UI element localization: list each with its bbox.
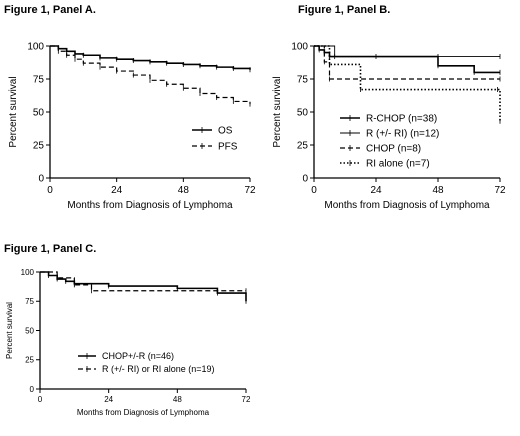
legend-label: R (+/- RI) (n=12) <box>366 129 439 140</box>
panel-a-title: Figure 1, Panel A. <box>4 4 96 16</box>
y-tick-label: 100 <box>27 42 44 53</box>
panel-b-chart: 0 24 48 72 0 25 50 75 100 Months from Diagnosis o… <box>272 42 506 212</box>
x-tick-label: 24 <box>111 185 123 196</box>
y-tick-label: 75 <box>33 75 45 86</box>
x-axis-label: Months from Diagnosis of Lymphoma <box>324 200 490 211</box>
legend-label: OS <box>218 126 233 137</box>
x-tick-label: 72 <box>242 395 251 404</box>
panel-a-chart: 0 24 48 72 0 25 50 75 100 Months from Diagnosis o… <box>8 42 256 212</box>
panel-c-title: Figure 1, Panel C. <box>4 243 97 255</box>
legend-label: CHOP (n=8) <box>366 144 421 155</box>
x-tick-label: 72 <box>494 185 506 196</box>
y-tick-label: 50 <box>33 108 45 119</box>
x-tick-label: 24 <box>370 185 382 196</box>
series-line <box>40 271 246 292</box>
series-line <box>314 45 500 80</box>
y-tick-label: 25 <box>33 141 45 152</box>
series-line <box>314 45 500 74</box>
series-line <box>314 45 501 122</box>
legend-label: R (+/- RI) or RI alone (n=19) <box>102 364 215 374</box>
y-tick-label: 75 <box>25 297 34 306</box>
y-tick-label: 75 <box>297 75 309 86</box>
x-tick-label: 48 <box>178 185 190 196</box>
y-tick-label: 25 <box>25 356 34 365</box>
y-axis-label: Percent survival <box>5 302 14 359</box>
y-tick-label: 0 <box>30 385 35 394</box>
x-tick-label: 48 <box>432 185 444 196</box>
y-tick-label: 0 <box>302 174 308 185</box>
panel-b-title: Figure 1, Panel B. <box>298 4 391 16</box>
x-axis-label: Months from Diagnosis of Lymphoma <box>67 200 233 211</box>
legend-label: CHOP+/-R (n=46) <box>102 351 174 361</box>
x-tick-label: 72 <box>244 185 256 196</box>
y-axis-label: Percent survival <box>272 76 283 147</box>
legend-label: RI alone (n=7) <box>366 159 430 170</box>
y-tick-label: 100 <box>21 268 35 277</box>
x-tick-label: 0 <box>311 185 317 196</box>
series-line <box>314 45 500 58</box>
x-axis-label: Months from Diagnosis of Lymphoma <box>77 408 210 417</box>
y-tick-label: 0 <box>38 174 44 185</box>
series-line <box>50 45 251 70</box>
x-tick-label: 0 <box>38 395 43 404</box>
legend-label: R-CHOP (n=38) <box>366 114 437 125</box>
y-tick-label: 100 <box>291 42 308 53</box>
series-line <box>40 271 247 302</box>
y-tick-label: 25 <box>297 141 309 152</box>
y-axis-label: Percent survival <box>8 76 19 147</box>
x-tick-label: 48 <box>173 395 182 404</box>
x-tick-label: 24 <box>104 395 113 404</box>
y-tick-label: 50 <box>25 326 34 335</box>
legend-label: PFS <box>218 142 238 153</box>
y-tick-label: 50 <box>297 108 309 119</box>
panel-c-chart: 0 24 48 72 0 25 50 75 100 Months from Diagnosis o… <box>5 268 251 417</box>
x-tick-label: 0 <box>47 185 53 196</box>
